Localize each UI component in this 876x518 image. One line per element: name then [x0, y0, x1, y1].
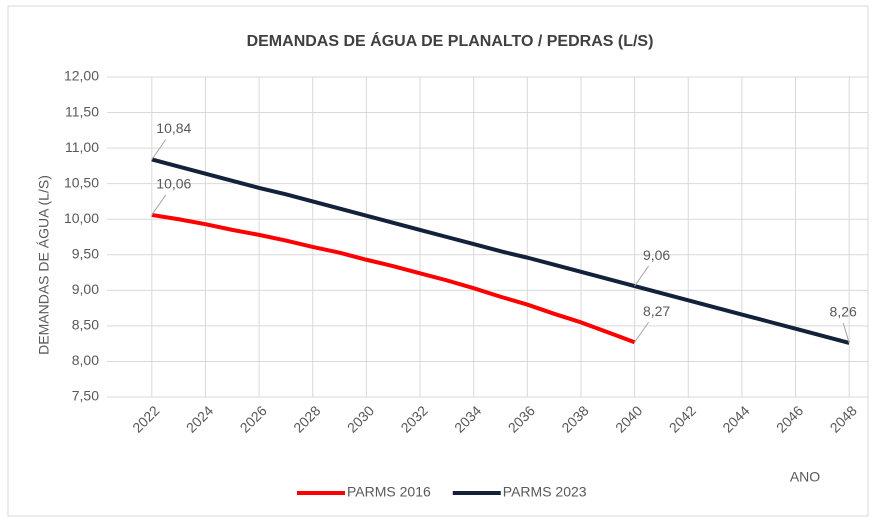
y-tick-label: 8,00 [72, 352, 99, 368]
leader-line [151, 194, 167, 216]
leader-line [842, 322, 850, 344]
y-tick-label: 11,50 [65, 103, 99, 119]
data-label: 10,84 [156, 120, 191, 136]
x-axis-title: ANO [790, 469, 820, 485]
legend-label: PARMS 2023 [503, 484, 587, 500]
leader-line [634, 321, 650, 343]
chart-frame [7, 5, 869, 517]
leader-line [151, 139, 167, 160]
y-tick-label: 10,00 [64, 210, 99, 226]
y-tick-label: 9,00 [72, 281, 99, 297]
y-tick-label: 12,00 [64, 68, 99, 84]
y-tick-label: 9,50 [72, 245, 99, 261]
y-axis-title: DEMANDAS DE ÁGUA (L/S) [36, 175, 52, 355]
chart-title: DEMANDAS DE ÁGUA DE PLANALTO / PEDRAS (L… [247, 31, 654, 50]
legend-label: PARMS 2016 [347, 484, 431, 500]
series-line [151, 212, 636, 345]
y-tick-label: 10,50 [64, 174, 99, 190]
y-tick-label: 7,50 [72, 388, 99, 404]
data-label: 8,27 [643, 303, 670, 319]
data-label: 9,06 [643, 247, 670, 263]
data-label: 8,26 [830, 304, 857, 320]
y-tick-label: 8,50 [72, 317, 99, 333]
data-label: 10,06 [156, 176, 191, 192]
leader-line [634, 265, 650, 287]
y-tick-label: 11,00 [65, 139, 99, 155]
series-line [151, 157, 850, 345]
